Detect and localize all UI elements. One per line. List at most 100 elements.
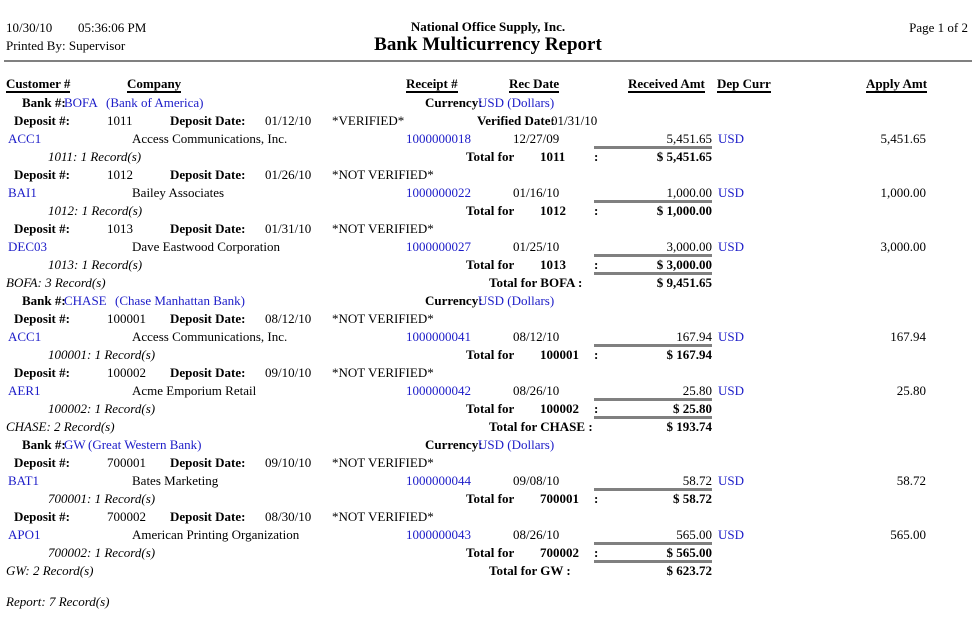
currency-value: USD (Dollars) xyxy=(478,437,555,452)
deposit-status: *VERIFIED* xyxy=(332,113,405,128)
deposit-label: Deposit #: xyxy=(14,221,70,236)
bank-name: (Bank of America) xyxy=(106,95,204,110)
column-header-receipt: Receipt # xyxy=(406,76,458,93)
receipt-number-link[interactable]: 1000000042 xyxy=(406,383,471,398)
verified-date-label: Verified Date: xyxy=(477,113,555,128)
deposit-label: Deposit #: xyxy=(14,167,70,182)
company-name: American Printing Organization xyxy=(132,527,300,542)
report-date: 10/30/10 xyxy=(6,20,53,35)
deposit-record-count: 1012: 1 Record(s) xyxy=(48,203,143,218)
receipt-number-link[interactable]: 1000000018 xyxy=(406,131,471,146)
total-for-colon: : xyxy=(594,257,599,272)
received-amount: 5,451.65 xyxy=(666,131,713,146)
deposit-date-value: 08/30/10 xyxy=(265,509,312,524)
deposit-label: Deposit #: xyxy=(14,311,70,326)
dep-currency: USD xyxy=(718,527,745,542)
customer-code-link[interactable]: BAT1 xyxy=(8,473,40,488)
customer-code-link[interactable]: AER1 xyxy=(8,383,41,398)
total-for-colon: : xyxy=(594,491,599,506)
deposit-status: *NOT VERIFIED* xyxy=(332,311,434,326)
deposit-label: Deposit #: xyxy=(14,113,70,128)
column-header-customer: Customer # xyxy=(6,76,71,93)
currency-value: USD (Dollars) xyxy=(478,293,555,308)
deposit-date-value: 09/10/10 xyxy=(265,455,312,470)
customer-code-link[interactable]: ACC1 xyxy=(8,329,42,344)
bank-total-amount: $ 193.74 xyxy=(666,419,713,434)
bank-record-count: CHASE: 2 Record(s) xyxy=(6,419,115,434)
bank-name: (Chase Manhattan Bank) xyxy=(115,293,245,308)
bank-total-amount: $ 9,451.65 xyxy=(656,275,712,290)
total-rule xyxy=(594,560,712,563)
total-for-label: Total for xyxy=(466,545,515,560)
customer-code-link[interactable]: DEC03 xyxy=(8,239,47,254)
bank-label: Bank #: xyxy=(22,95,66,110)
deposit-record-count: 1013: 1 Record(s) xyxy=(48,257,143,272)
deposit-date-label: Deposit Date: xyxy=(170,221,246,236)
customer-code-link[interactable]: APO1 xyxy=(8,527,41,542)
column-header-dep-curr: Dep Curr xyxy=(717,76,771,93)
customer-code-link[interactable]: ACC1 xyxy=(8,131,42,146)
currency-label: Currency: xyxy=(425,293,483,308)
receipt-number-link[interactable]: 1000000043 xyxy=(406,527,471,542)
deposit-status: *NOT VERIFIED* xyxy=(332,221,434,236)
deposit-total-amount: $ 1,000.00 xyxy=(656,203,712,218)
receipt-number-link[interactable]: 1000000041 xyxy=(406,329,471,344)
total-rule xyxy=(594,254,712,257)
deposit-record-count: 100002: 1 Record(s) xyxy=(48,401,156,416)
total-for-label: Total for xyxy=(466,203,515,218)
total-for-key: 100001 xyxy=(540,347,579,362)
deposit-date-label: Deposit Date: xyxy=(170,167,246,182)
bank-code-link[interactable]: CHASE xyxy=(64,293,107,308)
total-rule xyxy=(594,416,712,419)
apply-amount: 3,000.00 xyxy=(880,239,927,254)
total-rule xyxy=(594,272,712,275)
deposit-number: 100002 xyxy=(107,365,146,380)
total-for-label: Total for xyxy=(466,401,515,416)
deposit-total-amount: $ 5,451.65 xyxy=(656,149,712,164)
total-for-colon: : xyxy=(594,347,599,362)
received-amount: 3,000.00 xyxy=(666,239,713,254)
company-name: Dave Eastwood Corporation xyxy=(132,239,281,254)
header-divider xyxy=(4,60,972,62)
total-for-key: 700002 xyxy=(540,545,579,560)
dep-currency: USD xyxy=(718,185,745,200)
receipt-number-link[interactable]: 1000000044 xyxy=(406,473,471,488)
apply-amount: 58.72 xyxy=(896,473,926,488)
total-for-label: Total for xyxy=(466,491,515,506)
currency-label: Currency: xyxy=(425,437,483,452)
total-rule xyxy=(594,344,712,347)
total-rule xyxy=(594,488,712,491)
total-for-key: 700001 xyxy=(540,491,579,506)
total-for-label: Total for xyxy=(466,347,515,362)
deposit-date-label: Deposit Date: xyxy=(170,365,246,380)
rec-date-value: 08/26/10 xyxy=(513,383,560,398)
received-amount: 565.00 xyxy=(676,527,712,542)
receipt-number-link[interactable]: 1000000022 xyxy=(406,185,471,200)
deposit-date-value: 01/31/10 xyxy=(265,221,312,236)
deposit-date-value: 01/12/10 xyxy=(265,113,312,128)
customer-code-link[interactable]: BAI1 xyxy=(8,185,37,200)
deposit-total-amount: $ 3,000.00 xyxy=(656,257,712,272)
bank-total-label: Total for CHASE : xyxy=(489,419,593,434)
bank-code-link[interactable]: GW xyxy=(64,437,86,452)
deposit-date-label: Deposit Date: xyxy=(170,311,246,326)
deposit-status: *NOT VERIFIED* xyxy=(332,365,434,380)
total-rule xyxy=(594,542,712,545)
deposit-number: 100001 xyxy=(107,311,146,326)
dep-currency: USD xyxy=(718,239,745,254)
column-header-apply-amt: Apply Amt xyxy=(866,76,928,93)
deposit-date-value: 09/10/10 xyxy=(265,365,312,380)
dep-currency: USD xyxy=(718,131,745,146)
total-for-colon: : xyxy=(594,203,599,218)
total-for-colon: : xyxy=(594,401,599,416)
apply-amount: 25.80 xyxy=(896,383,926,398)
bank-code-link[interactable]: BOFA xyxy=(64,95,98,110)
deposit-number: 1012 xyxy=(107,167,133,182)
received-amount: 1,000.00 xyxy=(666,185,713,200)
report-record-count: Report: 7 Record(s) xyxy=(6,594,110,609)
rec-date-value: 08/26/10 xyxy=(513,527,560,542)
company-name: Bailey Associates xyxy=(132,185,225,200)
column-header-received-amt: Received Amt xyxy=(628,76,705,93)
receipt-number-link[interactable]: 1000000027 xyxy=(406,239,471,254)
